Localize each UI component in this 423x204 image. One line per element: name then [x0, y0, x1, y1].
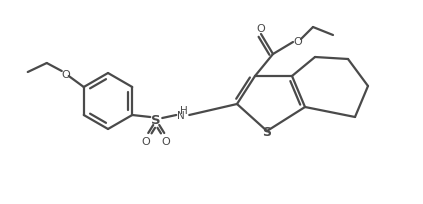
Text: N: N	[177, 110, 185, 120]
Text: O: O	[162, 136, 170, 146]
Text: O: O	[142, 136, 151, 146]
Text: S: S	[263, 125, 272, 138]
Text: H: H	[180, 105, 188, 115]
Text: O: O	[294, 37, 302, 47]
Text: O: O	[257, 24, 265, 34]
Text: O: O	[61, 70, 70, 80]
Text: S: S	[151, 114, 161, 127]
